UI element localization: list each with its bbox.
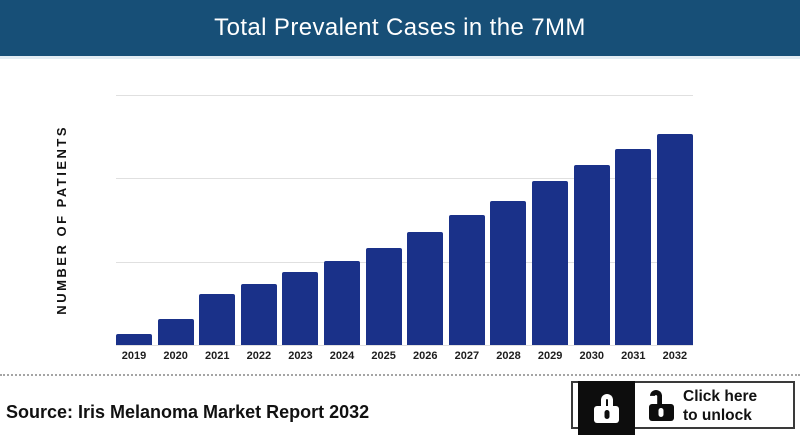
bar-2020 — [157, 319, 194, 345]
x-tick-2028: 2028 — [496, 350, 521, 362]
unlock-button[interactable]: Click here to unlock — [571, 381, 795, 435]
x-tick-2032: 2032 — [662, 350, 688, 362]
bar-2028 — [490, 200, 527, 345]
bar-2032 — [656, 134, 693, 345]
bar-cell-2025: 2025 — [365, 95, 402, 362]
bar-cell-2021: 2021 — [199, 95, 236, 362]
x-tick-2023: 2023 — [288, 350, 313, 362]
unlock-label-line1: Click here — [683, 388, 758, 405]
lock-closed-badge — [578, 381, 635, 435]
x-tick-2030: 2030 — [579, 350, 604, 362]
header-bar: Total Prevalent Cases in the 7MM — [0, 0, 800, 59]
bar-2026 — [407, 231, 444, 345]
source-text: Source: Iris Melanoma Market Report 2032 — [6, 402, 370, 422]
bar-cell-2028: 2028 — [490, 95, 527, 362]
unlock-label[interactable]: Click here to unlock — [683, 387, 757, 425]
bar-cell-2032: 2032 — [656, 95, 693, 362]
x-tick-2027: 2027 — [454, 350, 480, 362]
gridline — [116, 95, 693, 96]
bar-2022 — [240, 284, 277, 345]
x-tick-2026: 2026 — [413, 350, 438, 362]
bar-2027 — [448, 215, 485, 345]
bar-2024 — [324, 260, 361, 345]
x-tick-2020: 2020 — [163, 350, 188, 362]
bar-cell-2023: 2023 — [282, 95, 319, 362]
bar-2025 — [365, 248, 402, 345]
bar-cell-2020: 2020 — [157, 95, 194, 362]
bar-cell-2027: 2027 — [448, 95, 485, 362]
source-bar: Source: Iris Melanoma Market Report 2032… — [0, 374, 800, 440]
unlock-label-line2: to unlock — [683, 407, 752, 424]
x-tick-2031: 2031 — [621, 350, 646, 362]
x-tick-2019: 2019 — [121, 350, 147, 362]
bar-2029 — [532, 180, 569, 345]
page-title: Total Prevalent Cases in the 7MM — [214, 14, 586, 41]
bar-2030 — [573, 165, 610, 345]
x-tick-2025: 2025 — [371, 350, 396, 362]
plot-cells: 2019 2020 2021 2022 2023 2024 2025 2026 2027 2028… — [116, 95, 693, 362]
bar-2021 — [199, 294, 236, 345]
y-axis-label: NUMBER OF PATIENTS — [53, 125, 69, 315]
gridline — [116, 345, 693, 346]
x-tick-2029: 2029 — [537, 350, 563, 362]
gridline — [116, 178, 693, 180]
x-tick-2024: 2024 — [329, 350, 355, 362]
lock-closed-icon — [593, 393, 621, 423]
chart-section: NUMBER OF PATIENTS 2019 2020 2021 2022 2023 2… — [0, 59, 800, 374]
gridline — [116, 261, 693, 263]
bar-cell-2022: 2022 — [240, 95, 277, 362]
bar-cell-2030: 2030 — [573, 95, 610, 362]
plot-area: 2019 2020 2021 2022 2023 2024 2025 2026 2027 2028… — [116, 95, 693, 362]
bar-2019 — [116, 334, 152, 345]
lock-open-icon — [647, 390, 675, 421]
bar-cell-2031: 2031 — [615, 95, 652, 362]
bar-cell-2029: 2029 — [532, 95, 569, 362]
bar-2023 — [282, 271, 319, 345]
bar-cell-2019: 2019 — [116, 95, 152, 362]
bar-cell-2024: 2024 — [324, 95, 361, 362]
bar-cell-2026: 2026 — [407, 95, 444, 362]
x-tick-2021: 2021 — [204, 350, 230, 362]
bar-2031 — [615, 149, 652, 345]
x-tick-2022: 2022 — [246, 350, 272, 362]
